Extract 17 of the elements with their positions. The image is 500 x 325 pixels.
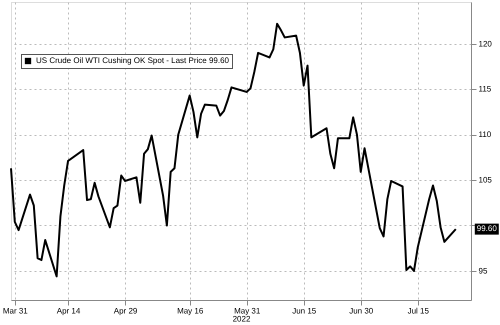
x-tick-label: May 31 (234, 306, 261, 316)
x-tick-label: Jun 30 (349, 306, 374, 316)
line-series (10, 22, 457, 278)
y-tick-label: 115 (478, 84, 492, 94)
x-tick-label: Mar 31 (2, 306, 28, 316)
x-axis-title: 2022 (232, 314, 251, 324)
y-tick-label: 105 (478, 176, 492, 185)
x-tick-label: Apr 29 (114, 306, 138, 316)
y-tick-label: 95 (478, 266, 488, 276)
x-tick-label: Apr 14 (56, 306, 81, 316)
x-tick-label: May 16 (177, 306, 204, 316)
y-tick-label: 120 (478, 39, 492, 48)
legend-label: US Crude Oil WTI Cushing OK Spot - Last Price 99.60 (36, 56, 230, 65)
y-tick-label: 110 (478, 130, 492, 140)
annotation: 99.60 (476, 224, 498, 234)
x-tick-label: Jun 15 (292, 306, 317, 316)
x-tick-label: Jul 15 (408, 306, 430, 316)
